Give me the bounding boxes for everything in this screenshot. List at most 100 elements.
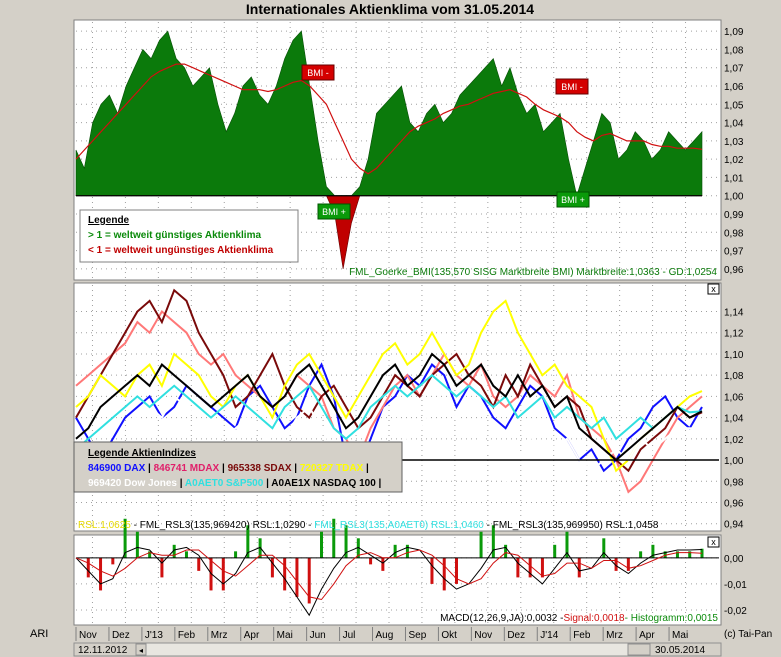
- bmi-legend-box: [79, 209, 299, 263]
- copyright-label: (c) Tai-Pan: [724, 629, 772, 640]
- scroll-left-button[interactable]: [135, 643, 147, 656]
- legend-dax: 846900 DAX: [88, 463, 146, 474]
- ari-label: ARI: [30, 628, 48, 640]
- sp500-line: [75, 373, 703, 451]
- legend-mdax: 846741 MDAX: [154, 463, 220, 474]
- rsl-status-2: FML_RSL3(135,969420) RSL:1,0290: [140, 520, 306, 531]
- signal-line: [75, 549, 703, 601]
- legend-sp500: A0AET0 S&P500: [185, 478, 264, 489]
- bmi-minus-badge-2: [555, 78, 589, 95]
- bmi-plus-label-1: BMI +: [322, 207, 346, 217]
- tick-label: 1,07: [724, 64, 744, 75]
- month-label: Dez: [112, 630, 130, 641]
- legend-nasdaq: A0AE1X NASDAQ 100: [271, 478, 376, 489]
- bmi-positive-area: [75, 30, 703, 197]
- index-legend-row1: 846900 DAX | 846741 MDAX | 965338 SDAX |…: [88, 463, 369, 474]
- month-label: Jun: [310, 630, 326, 641]
- rsl-status-3: FML_RSL3(135,A0AET0) RSL:1,0460: [314, 520, 484, 531]
- legend-dow: 969420 Dow Jones: [88, 478, 177, 489]
- index-legend-box: [73, 441, 403, 493]
- tick-label: 0,00: [724, 554, 744, 565]
- tick-label: 0,96: [724, 498, 744, 509]
- end-date: 30.05.2014: [655, 645, 705, 656]
- month-label: Nov: [79, 630, 97, 641]
- end-date-box: [649, 642, 722, 657]
- macd-panel: [73, 534, 722, 626]
- month-label: Dez: [507, 630, 525, 641]
- tick-label: -0,01: [724, 580, 747, 591]
- chart-title: Internationales Aktienklima vom 31.05.20…: [246, 1, 534, 17]
- bmi-gd-line: [75, 63, 703, 175]
- rsl-status-4: FML_RSL3(135,969950) RSL:1,0458: [493, 520, 659, 531]
- bmi-legend-positive: > 1 = weltweit günstiges Aktienklima: [88, 230, 261, 241]
- bmi-plus-label-2: BMI +: [561, 195, 585, 205]
- index-legend-title: Legende AktienIndizes: [88, 448, 196, 459]
- macd-plot: 0,00 -0,01 -0,02: [75, 518, 747, 623]
- bmi-minus-label-2: BMI -: [561, 82, 583, 92]
- legend-sdax: 965338 SDAX: [228, 463, 292, 474]
- scrollbar[interactable]: [73, 642, 722, 657]
- tick-label: 1,06: [724, 82, 744, 93]
- bmi-status-line: FML_Goerke_BMI(135,570 SISG Marktbreite …: [349, 267, 717, 278]
- tick-label: 1,00: [724, 192, 744, 203]
- start-date: 12.11.2012: [78, 645, 128, 656]
- scroll-thumb[interactable]: [627, 643, 651, 656]
- tick-label: 1,14: [724, 308, 744, 319]
- month-label: Aug: [376, 630, 394, 641]
- tick-label: 1,08: [724, 45, 744, 56]
- macd-status-macd: MACD(12,26,9,JA):0,0032 -: [440, 613, 563, 624]
- tick-label: -0,02: [724, 606, 747, 617]
- month-label: Feb: [573, 630, 591, 641]
- tick-label: 1,09: [724, 27, 744, 38]
- tick-label: 1,01: [724, 173, 744, 184]
- rsl-close-icon: x: [711, 284, 716, 294]
- month-label: Mai: [672, 630, 688, 641]
- bmi-plus-badge-2: [556, 191, 590, 208]
- month-label: Apr: [639, 630, 655, 641]
- month-label: J'14: [540, 630, 558, 641]
- month-label: Okt: [441, 630, 457, 641]
- tick-label: 1,06: [724, 392, 744, 403]
- bmi-plot: 1,09 1,08 1,07 1,06 1,05 1,04 1,03 1,02 1,01 1,00…: [75, 22, 744, 278]
- index-legend-row2: 969420 Dow Jones | A0AET0 S&P500 | A0AE1…: [88, 478, 382, 489]
- macd-status-line: MACD(12,26,9,JA):0,0032 -Signal:0,0018- …: [440, 613, 718, 624]
- tick-label: 1,08: [724, 371, 744, 382]
- month-label: J'13: [145, 630, 163, 641]
- macd-close-button[interactable]: [707, 536, 720, 548]
- month-label: Apr: [244, 630, 260, 641]
- month-label: Nov: [474, 630, 492, 641]
- tick-label: 0,96: [724, 265, 744, 276]
- month-label: Mai: [277, 630, 293, 641]
- tick-label: 0,94: [724, 520, 744, 531]
- rsl-status-1: RSL:1,0625: [78, 520, 131, 531]
- title-bar: [0, 0, 781, 18]
- bmi-legend-negative: < 1 = weltweit ungünstiges Aktienklima: [88, 245, 274, 256]
- macd-status-hist: - Histogramm:0,0015: [625, 613, 719, 624]
- macd-status-signal: Signal:0,0018: [563, 613, 625, 624]
- tick-label: 1,04: [724, 414, 744, 425]
- month-label: Mrz: [211, 630, 228, 641]
- tick-label: 1,00: [724, 456, 744, 467]
- month-label: Feb: [178, 630, 196, 641]
- tick-label: 1,02: [724, 435, 744, 446]
- legend-tdax: 720327 TDAX: [300, 463, 364, 474]
- tick-label: 0,97: [724, 247, 744, 258]
- tick-label: 1,03: [724, 137, 744, 148]
- bmi-legend-title: Legende: [88, 215, 130, 226]
- nasdaq-line: [75, 352, 703, 462]
- tick-label: 0,99: [724, 210, 744, 221]
- month-label: Sep: [408, 630, 426, 641]
- scroll-left-icon: ◂: [139, 646, 143, 655]
- bmi-minus-label-1: BMI -: [307, 68, 329, 78]
- rsl-plot: 1,14 1,12 1,10 1,08 1,06 1,04 1,02 1,00 0,98 0,96…: [75, 285, 744, 531]
- tick-label: 0,98: [724, 228, 744, 239]
- tick-label: 1,02: [724, 155, 744, 166]
- bmi-minus-badge-1: [301, 64, 335, 81]
- rsl-close-button[interactable]: [707, 283, 720, 295]
- macd-close-icon: x: [711, 537, 716, 547]
- mdax-line: [75, 309, 703, 494]
- rsl-status-line: RSL:1,0625 - FML_RSL3(135,969420) RSL:1,…: [78, 520, 659, 531]
- x-axis: Nov Dez J'13 Feb Mrz Apr Mai Jun Jul Aug Sep Okt Nov…: [75, 627, 688, 641]
